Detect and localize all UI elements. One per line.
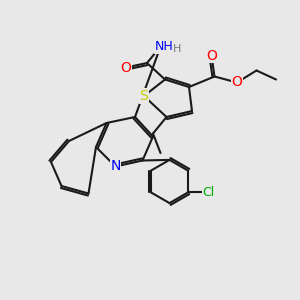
Text: NH: NH bbox=[155, 40, 173, 53]
Text: H: H bbox=[173, 44, 181, 54]
Text: S: S bbox=[140, 89, 148, 103]
Text: O: O bbox=[232, 76, 242, 89]
Text: N: N bbox=[110, 160, 121, 173]
Text: O: O bbox=[121, 61, 131, 74]
Text: O: O bbox=[206, 49, 217, 62]
Text: Cl: Cl bbox=[202, 186, 214, 199]
